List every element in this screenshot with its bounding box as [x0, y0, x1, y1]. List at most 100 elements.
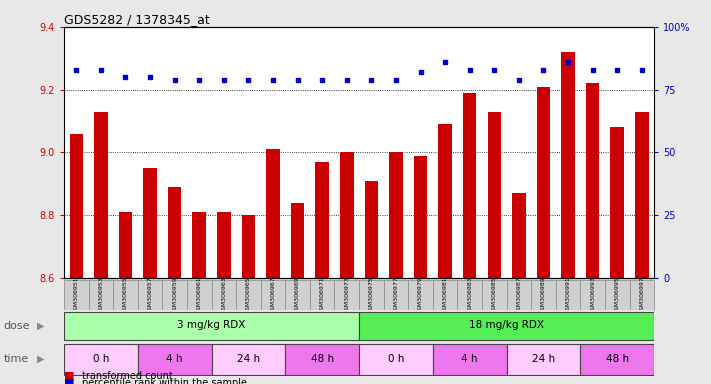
- Text: ▶: ▶: [37, 321, 45, 331]
- Text: GSM306983: GSM306983: [467, 276, 472, 314]
- Text: 0 h: 0 h: [387, 354, 404, 364]
- Text: GSM306969: GSM306969: [295, 276, 300, 314]
- Bar: [162, 280, 187, 310]
- Bar: [414, 156, 427, 278]
- Bar: [580, 280, 605, 310]
- Bar: [113, 280, 138, 310]
- Bar: [64, 280, 89, 310]
- Bar: [64, 344, 138, 375]
- Text: GSM306993: GSM306993: [590, 276, 595, 314]
- Bar: [359, 344, 433, 375]
- Text: percentile rank within the sample: percentile rank within the sample: [82, 378, 247, 384]
- Text: transformed count: transformed count: [82, 371, 173, 381]
- Bar: [580, 344, 654, 375]
- Bar: [506, 280, 531, 310]
- Bar: [561, 52, 574, 278]
- Bar: [439, 124, 452, 278]
- Bar: [261, 280, 285, 310]
- Text: 0 h: 0 h: [92, 354, 109, 364]
- Bar: [635, 112, 648, 278]
- Bar: [629, 280, 654, 310]
- Bar: [531, 280, 556, 310]
- Bar: [64, 312, 359, 341]
- Bar: [217, 212, 230, 278]
- Bar: [212, 344, 285, 375]
- Bar: [537, 86, 550, 278]
- Bar: [193, 212, 206, 278]
- Text: 48 h: 48 h: [311, 354, 333, 364]
- Bar: [285, 280, 310, 310]
- Text: GSM306953: GSM306953: [98, 276, 103, 314]
- Bar: [365, 181, 378, 278]
- Bar: [266, 149, 279, 278]
- Text: GSM306985: GSM306985: [492, 276, 497, 314]
- Bar: [94, 112, 107, 278]
- Bar: [611, 127, 624, 278]
- Text: GSM306965: GSM306965: [246, 276, 251, 314]
- Bar: [119, 212, 132, 278]
- Text: GSM306977: GSM306977: [393, 276, 398, 314]
- Text: GSM306957: GSM306957: [148, 276, 153, 314]
- Bar: [334, 280, 359, 310]
- Bar: [359, 280, 384, 310]
- Text: time: time: [4, 354, 29, 364]
- Text: GSM306991: GSM306991: [565, 276, 570, 314]
- Bar: [605, 280, 629, 310]
- Text: GSM306997: GSM306997: [639, 276, 644, 314]
- Bar: [384, 280, 408, 310]
- Bar: [242, 215, 255, 278]
- Text: ■: ■: [64, 371, 75, 381]
- Text: dose: dose: [4, 321, 30, 331]
- Text: 4 h: 4 h: [166, 354, 183, 364]
- Text: GSM306975: GSM306975: [369, 276, 374, 314]
- Text: GSM306959: GSM306959: [172, 276, 177, 314]
- Text: GSM306973: GSM306973: [344, 276, 349, 314]
- Bar: [482, 280, 506, 310]
- Bar: [187, 280, 212, 310]
- Bar: [408, 280, 433, 310]
- Text: GSM306979: GSM306979: [418, 276, 423, 314]
- Text: ■: ■: [64, 378, 75, 384]
- Bar: [89, 280, 113, 310]
- Bar: [168, 187, 181, 278]
- Bar: [389, 152, 402, 278]
- Bar: [433, 344, 506, 375]
- Text: GDS5282 / 1378345_at: GDS5282 / 1378345_at: [64, 13, 210, 26]
- Text: 4 h: 4 h: [461, 354, 478, 364]
- Text: 24 h: 24 h: [532, 354, 555, 364]
- Bar: [70, 134, 83, 278]
- Bar: [463, 93, 476, 278]
- Bar: [236, 280, 261, 310]
- Bar: [586, 83, 599, 278]
- Bar: [310, 280, 334, 310]
- Bar: [138, 344, 212, 375]
- Text: GSM306981: GSM306981: [443, 276, 448, 314]
- Bar: [316, 162, 329, 278]
- Text: 24 h: 24 h: [237, 354, 260, 364]
- Bar: [144, 168, 157, 278]
- Text: GSM306967: GSM306967: [270, 276, 275, 314]
- Bar: [488, 112, 501, 278]
- Bar: [359, 312, 654, 341]
- Bar: [512, 193, 525, 278]
- Bar: [433, 280, 457, 310]
- Text: GSM306951: GSM306951: [74, 276, 79, 314]
- Text: 18 mg/kg RDX: 18 mg/kg RDX: [469, 320, 544, 331]
- Text: GSM306971: GSM306971: [320, 276, 325, 314]
- Bar: [285, 344, 359, 375]
- Bar: [212, 280, 236, 310]
- Text: GSM306987: GSM306987: [516, 276, 521, 314]
- Bar: [138, 280, 162, 310]
- Bar: [291, 203, 304, 278]
- Text: GSM306963: GSM306963: [221, 276, 226, 314]
- Bar: [506, 344, 580, 375]
- Text: 48 h: 48 h: [606, 354, 629, 364]
- Bar: [457, 280, 482, 310]
- Text: GSM306955: GSM306955: [123, 276, 128, 314]
- Text: GSM306995: GSM306995: [615, 276, 620, 314]
- Bar: [340, 152, 353, 278]
- Text: GSM306989: GSM306989: [541, 276, 546, 314]
- Text: GSM306961: GSM306961: [197, 276, 202, 314]
- Bar: [556, 280, 580, 310]
- Text: 3 mg/kg RDX: 3 mg/kg RDX: [177, 320, 246, 331]
